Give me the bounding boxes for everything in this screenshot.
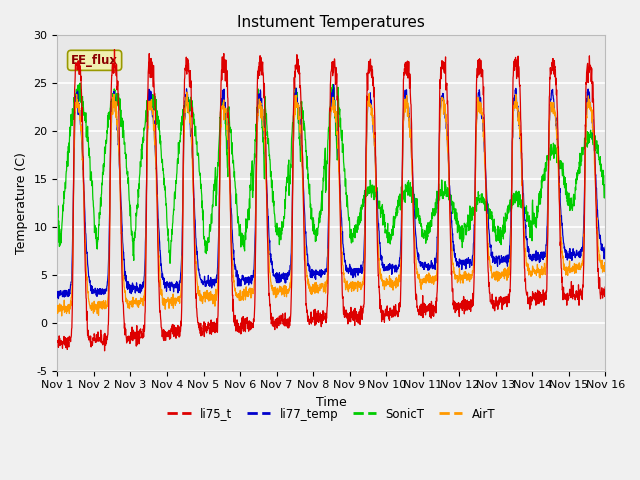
li77_temp [207,280,214,286]
SonicT [348,240,355,246]
li75_t [207,324,214,330]
li77_temp [568,252,576,258]
SonicT [554,145,561,151]
Line: li77_temp: li77_temp [58,84,605,299]
SonicT [360,196,367,202]
li75_t [54,338,61,344]
SonicT [76,80,84,86]
Text: EE_flux: EE_flux [71,54,118,67]
Title: Instument Temperatures: Instument Temperatures [237,15,426,30]
AirT [360,276,367,282]
li75_t [348,314,355,320]
AirT [54,303,61,309]
li75_t [554,105,561,111]
li77_temp [602,244,609,250]
AirT [183,89,191,95]
SonicT [207,226,214,232]
SonicT [54,203,61,209]
SonicT [568,207,576,213]
AirT [568,268,576,274]
AirT [554,140,561,146]
li75_t [100,348,108,354]
li77_temp [330,82,337,87]
li75_t [111,47,118,52]
li75_t [491,308,499,314]
AirT [348,288,355,293]
AirT [207,288,214,294]
li75_t [360,303,367,309]
li77_temp [491,261,499,266]
Line: li75_t: li75_t [58,49,605,351]
li75_t [602,284,609,290]
Legend: li75_t, li77_temp, SonicT, AirT: li75_t, li77_temp, SonicT, AirT [163,403,500,425]
li77_temp [348,269,355,275]
li77_temp [360,259,367,264]
SonicT [602,185,609,191]
Line: SonicT: SonicT [58,83,605,264]
Y-axis label: Temperature (C): Temperature (C) [15,152,28,254]
AirT [602,269,609,275]
li75_t [568,294,576,300]
AirT [491,277,499,283]
li77_temp [554,137,561,143]
SonicT [491,223,499,229]
AirT [58,313,65,319]
X-axis label: Time: Time [316,396,347,409]
li77_temp [54,294,61,300]
Line: AirT: AirT [58,92,605,316]
SonicT [166,261,174,266]
li77_temp [54,296,62,301]
